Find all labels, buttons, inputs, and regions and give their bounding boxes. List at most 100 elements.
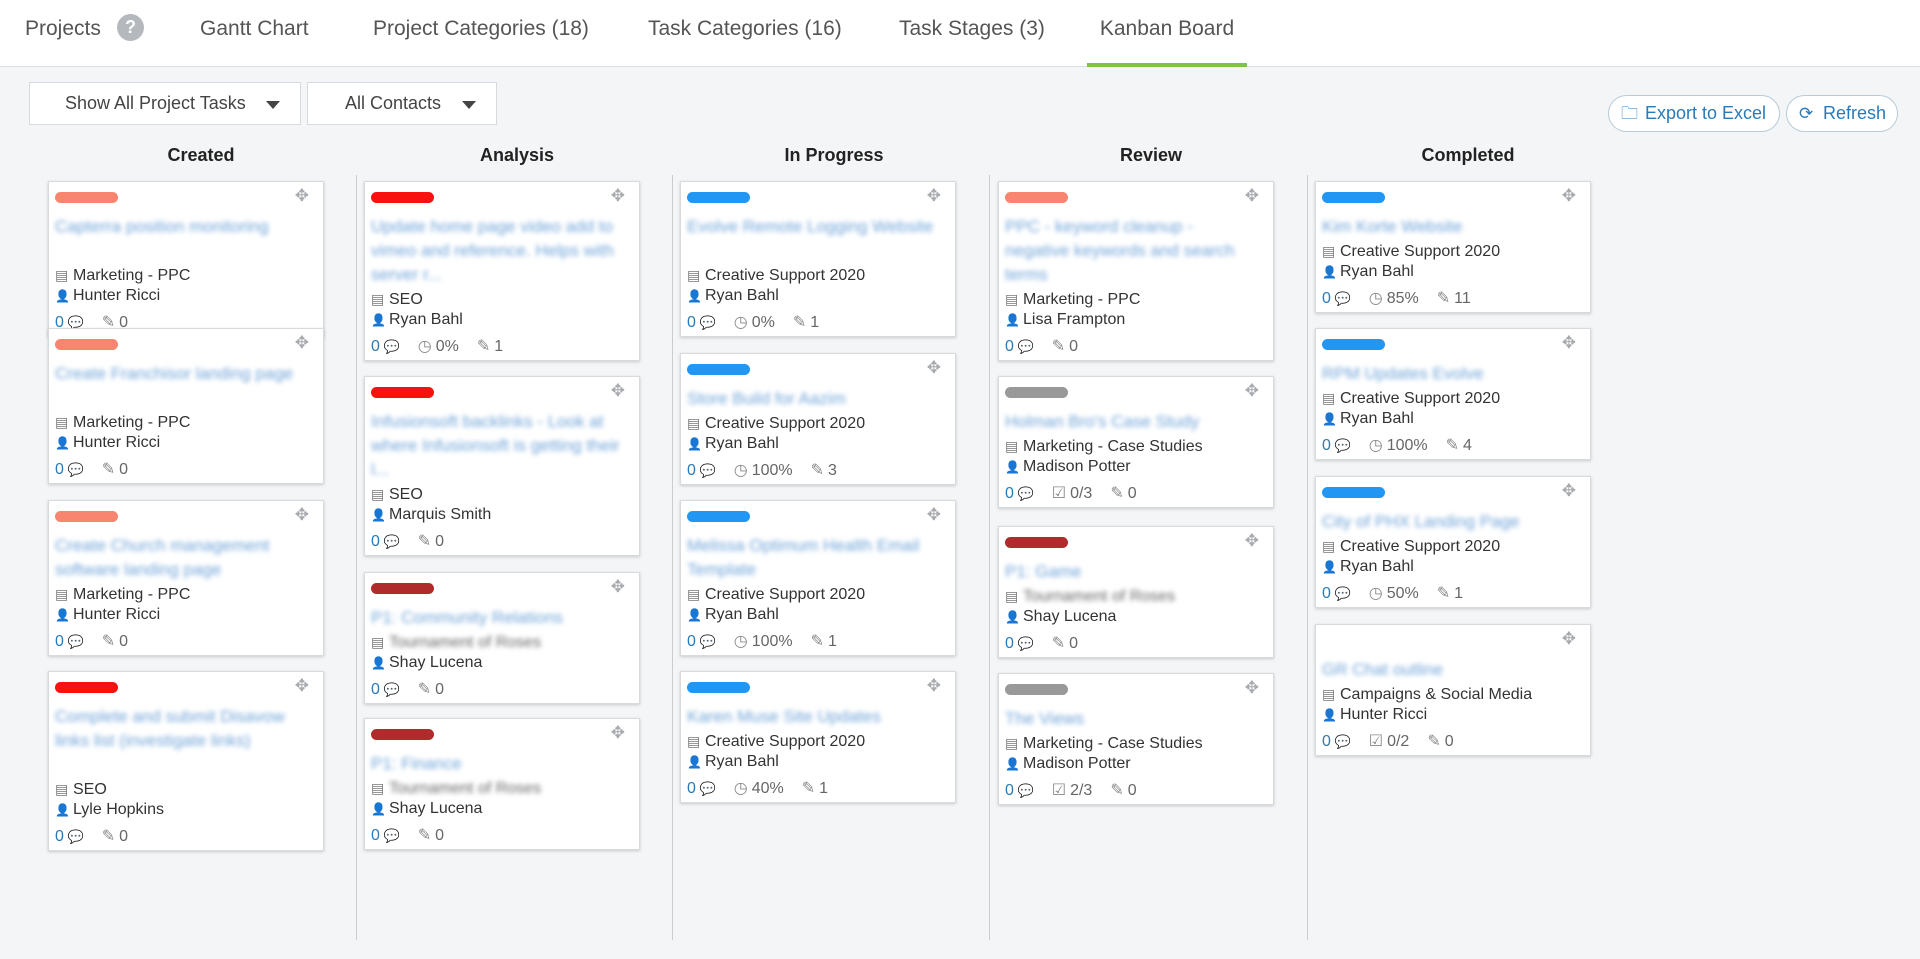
move-icon[interactable]: ✥ xyxy=(294,186,309,205)
task-card[interactable]: ✥ Create Franchisor landing page ▤ Marketin… xyxy=(48,328,324,484)
comments-count[interactable]: 0 💬 xyxy=(687,780,716,797)
task-title[interactable]: Melissa Optimum Health Email Template xyxy=(687,536,920,579)
comments-count[interactable]: 0 💬 xyxy=(1322,290,1351,307)
move-icon[interactable]: ✥ xyxy=(926,676,941,695)
comments-count[interactable]: 0 💬 xyxy=(1322,585,1351,602)
comments-count[interactable]: 0 💬 xyxy=(1005,635,1034,652)
move-icon[interactable]: ✥ xyxy=(294,676,309,695)
move-icon[interactable]: ✥ xyxy=(610,723,625,742)
task-title[interactable]: Kim Korte Website xyxy=(1322,217,1463,236)
refresh-button[interactable]: ⟳ Refresh xyxy=(1786,95,1898,132)
task-card[interactable]: ✥ Karen Muse Site Updates ▤ Creative Suppor… xyxy=(680,671,956,803)
task-card[interactable]: ✥ GR Chat outline ▤ Campaigns & Social Medi… xyxy=(1315,624,1591,756)
task-title[interactable]: Update home page video add to vimeo and … xyxy=(371,217,614,284)
task-title[interactable]: Create Franchisor landing page xyxy=(55,364,294,383)
task-card[interactable]: ✥ P1: Finance ▤ Tournament of Roses 👤 Shay Lu… xyxy=(364,718,640,850)
task-card[interactable]: ✥ P1: Game ▤ Tournament of Roses 👤 Shay Lucen… xyxy=(998,526,1274,658)
task-title[interactable]: GR Chat outline xyxy=(1322,660,1443,679)
move-icon[interactable]: ✥ xyxy=(1244,381,1259,400)
comments-count[interactable]: 0 💬 xyxy=(1005,338,1034,355)
contacts-filter-dropdown[interactable]: All Contacts xyxy=(307,82,497,125)
move-icon[interactable]: ✥ xyxy=(926,505,941,524)
comments-count[interactable]: 0 💬 xyxy=(687,314,716,331)
category-icon: ▤ xyxy=(1005,291,1019,307)
task-card[interactable]: ✥ PPC - keyword cleanup - negative keywor… xyxy=(998,181,1274,361)
task-title[interactable]: Complete and submit Disavow links list (… xyxy=(55,707,285,750)
move-icon[interactable]: ✥ xyxy=(1561,481,1576,500)
comments-count[interactable]: 0 💬 xyxy=(687,462,716,479)
task-title[interactable]: City of PHX Landing Page xyxy=(1322,512,1520,531)
move-icon[interactable]: ✥ xyxy=(1561,333,1576,352)
assignee-name: Ryan Bahl xyxy=(705,753,779,770)
export-to-excel-button[interactable]: 🗀 Export to Excel xyxy=(1608,95,1780,132)
task-card[interactable]: ✥ RPM Updates Evolve ▤ Creative Support 202… xyxy=(1315,328,1591,460)
task-title[interactable]: RPM Updates Evolve xyxy=(1322,364,1484,383)
progress-stat: ◷ 100% xyxy=(734,633,793,650)
task-title[interactable]: Create Church management software landin… xyxy=(55,536,270,579)
user-icon: 👤 xyxy=(55,608,70,622)
tab-projects[interactable]: Projects xyxy=(25,17,101,40)
task-card[interactable]: ✥ Update home page video add to vimeo and… xyxy=(364,181,640,361)
task-card[interactable]: ✥ City of PHX Landing Page ▤ Creative Suppo… xyxy=(1315,476,1591,608)
task-title[interactable]: Infusionsoft backlinks - Look at where I… xyxy=(371,412,620,479)
task-card[interactable]: ✥ Complete and submit Disavow links list … xyxy=(48,671,324,851)
comments-count[interactable]: 0 💬 xyxy=(1005,782,1034,799)
move-icon[interactable]: ✥ xyxy=(610,381,625,400)
task-card[interactable]: ✥ Store Build for Aazim ▤ Creative Support … xyxy=(680,353,956,485)
move-icon[interactable]: ✥ xyxy=(926,358,941,377)
tab-project-categories[interactable]: Project Categories (18) xyxy=(373,17,589,40)
task-title[interactable]: Capterra position monitoring xyxy=(55,217,269,236)
task-title[interactable]: P1: Finance xyxy=(371,754,462,773)
task-card[interactable]: ✥ Create Church management software landi… xyxy=(48,500,324,656)
tab-task-stages[interactable]: Task Stages (3) xyxy=(899,17,1045,40)
user-icon: 👤 xyxy=(687,289,702,303)
task-card[interactable]: ✥ Evolve Remote Logging Website ▤ Creative … xyxy=(680,181,956,337)
task-card[interactable]: ✥ Melissa Optimum Health Email Template ▤ C… xyxy=(680,500,956,656)
comments-count[interactable]: 0 💬 xyxy=(1322,733,1351,750)
task-title[interactable]: P1: Community Relations xyxy=(371,608,563,627)
move-icon[interactable]: ✥ xyxy=(926,186,941,205)
task-filter-dropdown[interactable]: Show All Project Tasks xyxy=(29,82,301,125)
task-assignee: 👤 Madison Potter xyxy=(1005,458,1131,476)
comments-count[interactable]: 0 💬 xyxy=(55,314,84,331)
move-icon[interactable]: ✥ xyxy=(610,577,625,596)
task-category: ▤ Creative Support 2020 xyxy=(687,733,865,751)
task-card[interactable]: ✥ P1: Community Relations ▤ Tournament of R… xyxy=(364,572,640,704)
pencil-icon: ✎ xyxy=(792,314,807,331)
task-title[interactable]: Karen Muse Site Updates xyxy=(687,707,881,726)
move-icon[interactable]: ✥ xyxy=(294,505,309,524)
tab-task-categories[interactable]: Task Categories (16) xyxy=(648,17,842,40)
task-title[interactable]: The Views xyxy=(1005,709,1085,728)
task-title[interactable]: Evolve Remote Logging Website xyxy=(687,217,934,236)
comments-count[interactable]: 0 💬 xyxy=(371,533,400,550)
move-icon[interactable]: ✥ xyxy=(1561,186,1576,205)
move-icon[interactable]: ✥ xyxy=(1244,678,1259,697)
task-title[interactable]: Store Build for Aazim xyxy=(687,389,846,408)
clock-icon: ◷ xyxy=(733,314,748,331)
move-icon[interactable]: ✥ xyxy=(1244,531,1259,550)
task-title[interactable]: PPC - keyword cleanup - negative keyword… xyxy=(1005,217,1235,284)
comments-count[interactable]: 0 💬 xyxy=(1322,437,1351,454)
comments-count[interactable]: 0 💬 xyxy=(371,827,400,844)
task-card[interactable]: ✥ Capterra position monitoring ▤ Marketing … xyxy=(48,181,324,337)
comments-count[interactable]: 0 💬 xyxy=(55,633,84,650)
task-title[interactable]: Holman Bro's Case Study xyxy=(1005,412,1200,431)
task-card[interactable]: ✥ Kim Korte Website ▤ Creative Support 2020… xyxy=(1315,181,1591,313)
move-icon[interactable]: ✥ xyxy=(1561,629,1576,648)
move-icon[interactable]: ✥ xyxy=(294,333,309,352)
comments-count[interactable]: 0 💬 xyxy=(371,338,400,355)
task-card[interactable]: ✥ The Views ▤ Marketing - Case Studies 👤 Madi… xyxy=(998,673,1274,805)
task-card[interactable]: ✥ Infusionsoft backlinks - Look at where … xyxy=(364,376,640,556)
comments-count[interactable]: 0 💬 xyxy=(55,828,84,845)
tab-kanban-board[interactable]: Kanban Board xyxy=(1087,0,1247,67)
comments-count[interactable]: 0 💬 xyxy=(687,633,716,650)
task-card[interactable]: ✥ Holman Bro's Case Study ▤ Marketing - Cas… xyxy=(998,376,1274,508)
comments-count[interactable]: 0 💬 xyxy=(371,681,400,698)
move-icon[interactable]: ✥ xyxy=(610,186,625,205)
move-icon[interactable]: ✥ xyxy=(1244,186,1259,205)
help-icon[interactable]: ? xyxy=(117,14,144,41)
task-title[interactable]: P1: Game xyxy=(1005,562,1082,581)
comments-count[interactable]: 0 💬 xyxy=(1005,485,1034,502)
tab-gantt-chart[interactable]: Gantt Chart xyxy=(200,17,309,40)
comments-count[interactable]: 0 💬 xyxy=(55,461,84,478)
